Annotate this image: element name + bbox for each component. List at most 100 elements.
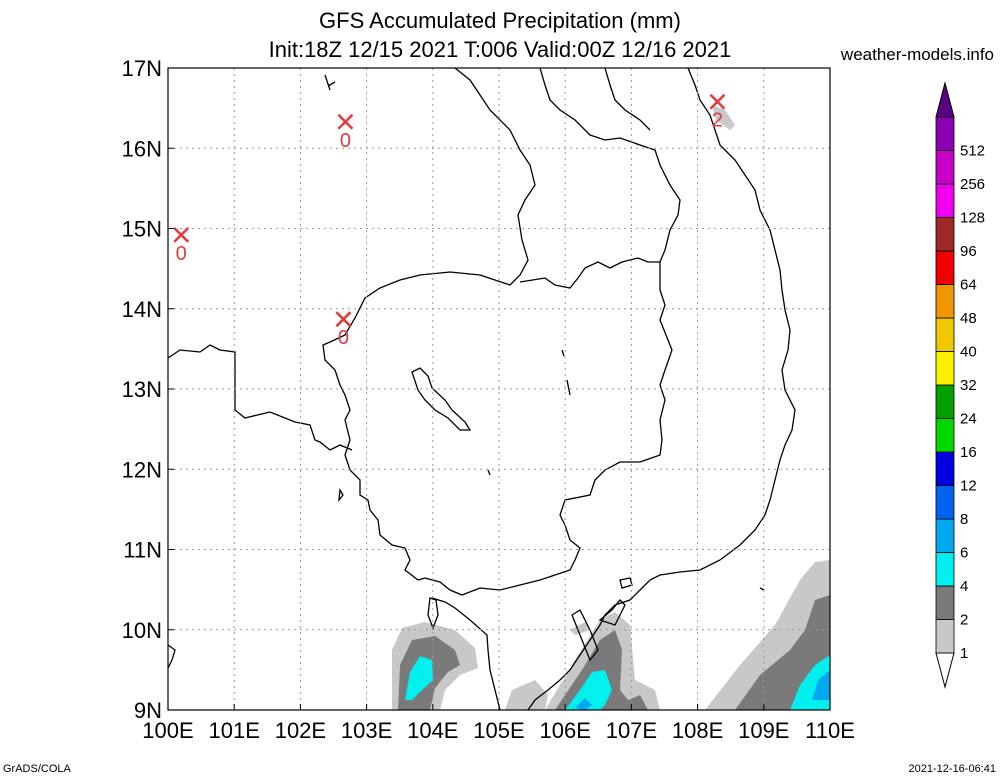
station-x-mark (709, 93, 726, 110)
x-tick-label: 105E (473, 718, 524, 743)
precip-area-light (505, 680, 548, 710)
precip-area-light (712, 105, 735, 130)
colorbar-box (935, 384, 955, 419)
station-marker: 0 (173, 227, 190, 265)
station-marker: 2 (709, 93, 726, 132)
y-tick-label: 9N (134, 698, 162, 723)
colorbar-box (935, 183, 955, 218)
colorbar-box (935, 217, 955, 252)
border-line (322, 68, 536, 581)
x-tick-label: 102E (275, 718, 326, 743)
colorbar-label: 24 (960, 411, 977, 428)
x-tick-label: 106E (540, 718, 591, 743)
station-value: 0 (340, 130, 351, 152)
colorbar-box (935, 485, 955, 520)
y-tick-label: 11N (123, 538, 162, 563)
colorbar-label: 512 (960, 143, 985, 160)
colorbar-box (935, 619, 955, 654)
precip-area-heavy (565, 670, 612, 710)
island (487, 469, 491, 476)
border-line (417, 262, 673, 596)
border-line (324, 74, 336, 91)
y-tick-label: 10N (122, 618, 162, 643)
x-tick-label: 104E (407, 718, 458, 743)
precip-area-heavy (405, 656, 433, 700)
axis-labels: 100E 101E 102E 103E 104E 105E 106E 107E 108E 109E… (122, 56, 855, 743)
coastline (431, 597, 501, 710)
island (168, 644, 176, 669)
x-tick-label: 108E (672, 718, 723, 743)
colorbar-label: 256 (960, 176, 985, 193)
precip-area-light (570, 622, 590, 635)
colorbar-label: 8 (960, 511, 968, 528)
coastline-borders (168, 68, 796, 710)
station-markers: 0 0 0 2 (173, 93, 726, 349)
delta-island (571, 609, 599, 662)
y-tick-label: 14N (122, 297, 162, 322)
x-tick-label: 100E (142, 718, 193, 743)
y-tick-label: 13N (122, 377, 162, 402)
colorbar-label: 64 (960, 277, 977, 294)
lake-tonle-sap (411, 367, 472, 431)
colorbar-label: 12 (960, 478, 977, 495)
gridlines (168, 68, 830, 710)
colorbar-box (935, 585, 955, 620)
delta-island (598, 599, 626, 626)
colorbar-box (935, 250, 955, 285)
island (561, 349, 565, 357)
station-x-mark (173, 227, 190, 243)
colorbar-arrow-low (935, 652, 955, 689)
station-x-mark (335, 311, 352, 328)
chart-subtitle: Init:18Z 12/15 2021 T:006 Valid:00Z 12/1… (268, 37, 732, 62)
island (566, 379, 571, 396)
colorbar-box (935, 116, 955, 151)
colorbar-box (935, 418, 955, 453)
station-x-mark (337, 113, 354, 130)
site-label: weather-models.info (840, 45, 994, 64)
colorbar-box (935, 150, 955, 185)
station-marker: 0 (337, 113, 354, 152)
colorbar-arrow-high (935, 81, 955, 118)
station-value: 0 (176, 243, 187, 265)
colorbar-label: 32 (960, 377, 977, 394)
island (759, 587, 765, 591)
colorbar-box (935, 351, 955, 386)
colorbar-box (935, 552, 955, 587)
colorbar-box (935, 284, 955, 319)
island (619, 577, 633, 589)
y-tick-label: 15N (122, 217, 162, 242)
precip-area-medium (555, 630, 648, 710)
border-line (168, 344, 353, 451)
y-tick-label: 17N (122, 56, 162, 81)
colorbar-label: 16 (960, 444, 977, 461)
island (338, 487, 344, 503)
footer-timestamp: 2021-12-16-06:41 (908, 763, 996, 775)
station-value: 0 (338, 327, 349, 349)
y-tick-label: 12N (122, 457, 162, 482)
precip-area-heavier (812, 670, 830, 700)
coastline (527, 68, 796, 710)
colorbar-label: 96 (960, 243, 977, 260)
colorbar-label: 40 (960, 344, 977, 361)
island-phu-quoc (427, 597, 439, 630)
x-tick-label: 110E (805, 718, 855, 743)
y-tick-label: 16N (122, 136, 162, 161)
station-marker: 0 (335, 311, 352, 349)
colorbar-label: 4 (960, 578, 968, 595)
precipitation-shading (392, 105, 830, 710)
colorbar-label: 128 (960, 210, 985, 227)
x-tick-label: 107E (606, 718, 657, 743)
footer-credit: GrADS/COLA (3, 763, 71, 775)
colorbar-label: 1 (960, 645, 968, 662)
station-value: 2 (712, 110, 723, 132)
colorbar-label: 2 (960, 612, 968, 629)
border-line (519, 68, 681, 289)
colorbar-box (935, 317, 955, 352)
colorbar-box (935, 518, 955, 553)
chart-title: GFS Accumulated Precipitation (mm) (319, 8, 681, 33)
colorbar-label: 6 (960, 545, 968, 562)
colorbar-box (935, 451, 955, 486)
border-line (604, 68, 651, 131)
